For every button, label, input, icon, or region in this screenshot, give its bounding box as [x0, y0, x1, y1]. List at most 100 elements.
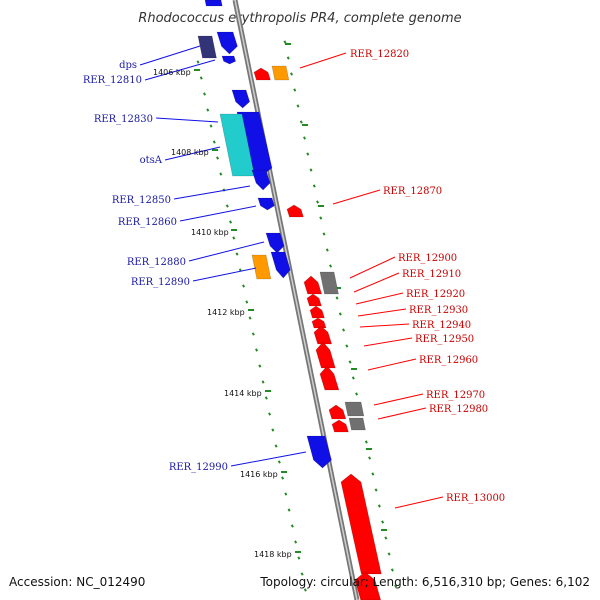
- ruler-tick-left: [245, 300, 249, 304]
- ruler-tick-left: [219, 172, 223, 176]
- gene-arrow-rer-12890-a[interactable]: [251, 254, 272, 280]
- gene-arrow-rer-12970[interactable]: [344, 401, 365, 417]
- ruler-tick-left: [225, 204, 229, 208]
- ruler-tick-right: [377, 504, 381, 508]
- ruler-tick-right: [293, 88, 297, 92]
- ruler-tick-right: [384, 536, 388, 540]
- gene-arrow-rer-12910[interactable]: [319, 271, 339, 295]
- ruler-tick-right: [355, 392, 359, 396]
- leader-line: [355, 292, 404, 305]
- ruler-tick-left: [268, 412, 272, 416]
- gene-label-rer-12940[interactable]: RER_12940: [412, 320, 471, 331]
- gene-label-rer-12880[interactable]: RER_12880: [127, 257, 186, 268]
- leader-line: [173, 185, 251, 200]
- gene-arrow-rer-12960-b[interactable]: [319, 365, 340, 391]
- ruler-tick-left: [277, 460, 281, 464]
- gene-label-dps[interactable]: dps: [119, 60, 137, 71]
- ruler-tick-right: [364, 440, 368, 444]
- ruler-tick-left: [229, 220, 233, 224]
- leader-line: [373, 393, 424, 406]
- gene-arrow-rer-12810[interactable]: [221, 55, 236, 65]
- gene-label-rer-12930[interactable]: RER_12930: [409, 305, 468, 316]
- kbp-labels: 1406 kbp 1408 kbp 1410 kbp 1412 kbp 1414…: [153, 68, 292, 559]
- gene-arrow-rer-12940[interactable]: [311, 317, 327, 329]
- ruler-tick-right: [342, 328, 346, 332]
- ruler-tick-right: [299, 120, 303, 124]
- gene-label-rer-12950[interactable]: RER_12950: [415, 334, 474, 345]
- gene-arrow-rer-12850[interactable]: [251, 169, 271, 191]
- gene-arrow-rer-12930[interactable]: [309, 305, 325, 319]
- ruler-tick-left: [274, 444, 278, 448]
- kbp-label: 1410 kbp: [191, 228, 229, 237]
- ruler-tick-right: [319, 216, 323, 220]
- left-gene-labels: dps RER_12810 RER_12830 otsA RER_12850 R…: [83, 60, 228, 473]
- leader-line: [394, 496, 444, 509]
- kbp-label: 1412 kbp: [207, 308, 245, 317]
- gene-arrow-rer-12830-small[interactable]: [231, 89, 251, 109]
- leader-line: [179, 205, 257, 222]
- gene-arrow-dps[interactable]: [216, 31, 238, 55]
- ruler-tick-right: [306, 152, 310, 156]
- gene-label-rer-12870[interactable]: RER_12870: [383, 186, 442, 197]
- leader-line: [164, 146, 221, 161]
- kbp-label: 1416 kbp: [240, 470, 278, 479]
- gene-arrow-dps-rna[interactable]: [197, 35, 217, 59]
- leader-line: [349, 256, 396, 279]
- ruler-tick-right: [371, 472, 375, 476]
- gene-label-rer-12830[interactable]: RER_12830: [94, 114, 153, 125]
- gene-label-rer-12990[interactable]: RER_12990: [169, 462, 228, 473]
- gene-arrow-rer-12890-b[interactable]: [270, 251, 291, 279]
- ruler-tick-left: [290, 524, 294, 528]
- ruler-tick-right: [381, 520, 385, 524]
- gene-label-rer-12970[interactable]: RER_12970: [426, 390, 485, 401]
- gene-arrow-rer-13000[interactable]: [340, 473, 382, 575]
- ruler-tick-left: [216, 156, 220, 160]
- gene-arrow-bottom[interactable]: [354, 571, 382, 600]
- gene-arrow-rer-12920[interactable]: [306, 293, 322, 307]
- gene-label-rer-12890[interactable]: RER_12890: [131, 277, 190, 288]
- gene-label-rer-12920[interactable]: RER_12920: [406, 289, 465, 300]
- kbp-label: 1408 kbp: [171, 148, 209, 157]
- leader-line: [363, 337, 413, 347]
- gene-arrow-rer-12880[interactable]: [265, 232, 285, 254]
- gene-label-rer-12810[interactable]: RER_12810: [83, 75, 142, 86]
- gene-arrow-rer-12990[interactable]: [306, 435, 332, 469]
- ruler-tick-right: [283, 40, 287, 44]
- gene-features: [197, 0, 382, 600]
- gene-label-rer-12960[interactable]: RER_12960: [419, 355, 478, 366]
- kbp-label: 1418 kbp: [254, 550, 292, 559]
- backbone-track: [232, 0, 360, 600]
- genome-summary-text: Topology: circular; Length: 6,516,310 bp…: [259, 575, 590, 589]
- gene-arrow-rer-12950[interactable]: [313, 325, 333, 345]
- ruler-tick-left: [242, 284, 246, 288]
- gene-label-rer-13000[interactable]: RER_13000: [446, 493, 505, 504]
- ruler-tick-right: [286, 56, 290, 60]
- leader-line: [367, 358, 417, 371]
- ruler-tick-right: [348, 360, 352, 364]
- gene-arrow-rer-12975[interactable]: [328, 404, 347, 420]
- gene-label-rer-12820[interactable]: RER_12820: [350, 49, 409, 60]
- ruler-tick-left: [264, 396, 268, 400]
- gene-arrow-rer-12980-b[interactable]: [348, 417, 366, 431]
- gene-label-rer-12860[interactable]: RER_12860: [118, 217, 177, 228]
- gene-arrow-top[interactable]: [204, 0, 223, 7]
- gene-arrow-rer-12820-a[interactable]: [253, 67, 271, 81]
- ruler-tick-right: [335, 296, 339, 300]
- gene-label-rer-12910[interactable]: RER_12910: [402, 269, 461, 280]
- leader-line: [359, 323, 410, 328]
- gene-label-rer-12900[interactable]: RER_12900: [398, 253, 457, 264]
- gene-arrow-rer-12960-a[interactable]: [315, 341, 336, 369]
- gene-arrow-rer-12900[interactable]: [303, 275, 323, 295]
- leader-line: [188, 241, 265, 262]
- gene-arrow-rer-12980-a[interactable]: [331, 419, 349, 433]
- gene-arrow-rer-12820-b[interactable]: [271, 65, 290, 81]
- gene-label-otsa[interactable]: otsA: [140, 155, 163, 166]
- leader-line: [332, 189, 381, 205]
- ruler-tick-left: [212, 140, 216, 144]
- gene-arrow-rer-12870[interactable]: [286, 204, 304, 218]
- ruler-tick-right: [351, 376, 355, 380]
- leader-line: [299, 52, 347, 69]
- gene-label-rer-12850[interactable]: RER_12850: [112, 195, 171, 206]
- gene-arrow-rer-12860[interactable]: [257, 197, 275, 211]
- gene-label-rer-12980[interactable]: RER_12980: [429, 404, 488, 415]
